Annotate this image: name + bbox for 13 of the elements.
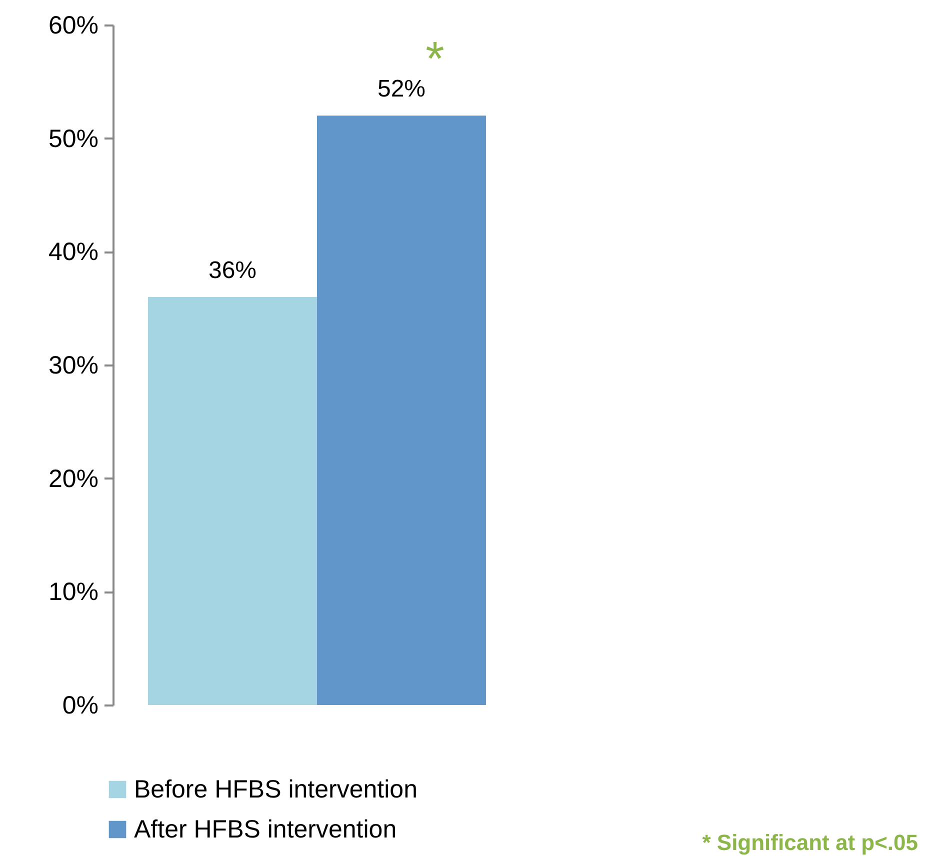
y-tick-label: 40%: [48, 238, 98, 266]
legend-label: After HFBS intervention: [134, 816, 397, 844]
legend-label: Before HFBS intervention: [134, 776, 418, 804]
y-tick-label: 0%: [62, 692, 98, 720]
annotation: *: [426, 33, 444, 86]
data-label: 52%: [377, 76, 426, 103]
y-tick-label: 30%: [48, 352, 98, 380]
y-tick-label: 20%: [48, 464, 98, 493]
text: * Significant at p<.05: [702, 830, 918, 855]
data-label: 36%: [208, 257, 257, 284]
y-tick-label: 10%: [48, 578, 98, 606]
y-tick-label: 60%: [48, 12, 98, 40]
y-tick-label: 50%: [48, 124, 98, 153]
